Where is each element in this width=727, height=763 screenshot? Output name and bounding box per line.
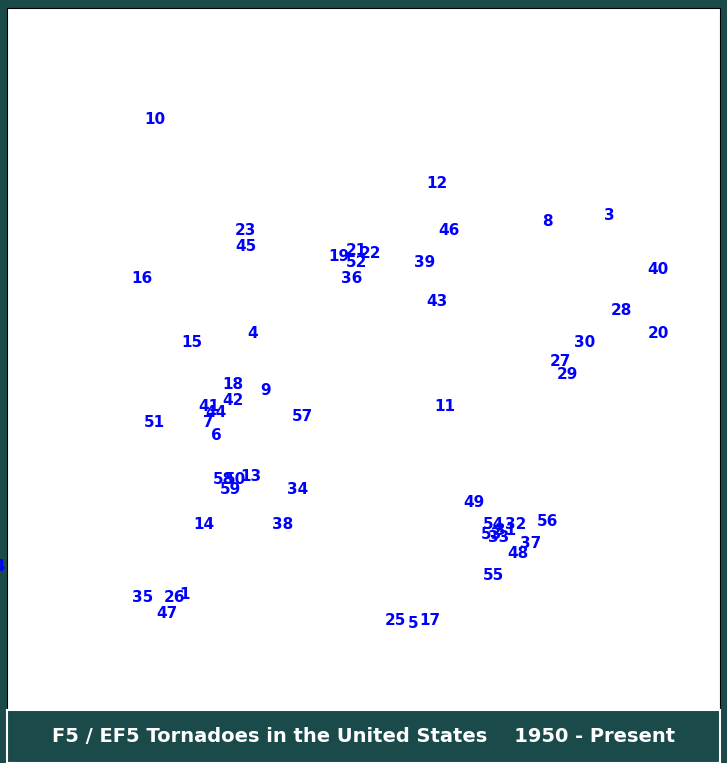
Text: 13: 13 <box>240 469 261 485</box>
Text: F5 / EF5 Tornadoes in the United States    1950 - Present: F5 / EF5 Tornadoes in the United States … <box>52 727 675 745</box>
Text: 58: 58 <box>213 472 234 488</box>
Text: 53: 53 <box>481 526 502 542</box>
Text: 33: 33 <box>488 530 509 545</box>
Text: 28: 28 <box>611 303 632 318</box>
Text: 17: 17 <box>419 613 441 628</box>
Text: 20: 20 <box>648 326 669 340</box>
Text: 11: 11 <box>434 399 455 414</box>
Text: 25: 25 <box>385 613 406 628</box>
Text: 59: 59 <box>220 482 241 497</box>
Text: 54: 54 <box>483 517 505 532</box>
Text: 49: 49 <box>463 494 485 510</box>
Text: 43: 43 <box>427 294 448 309</box>
Text: 40: 40 <box>648 262 669 277</box>
Text: 37: 37 <box>520 536 541 551</box>
Text: 50: 50 <box>225 472 246 488</box>
Text: 42: 42 <box>222 393 244 407</box>
Text: 51: 51 <box>144 415 165 430</box>
Text: 31: 31 <box>495 523 517 539</box>
Text: 38: 38 <box>272 517 293 532</box>
Text: 4: 4 <box>248 326 258 340</box>
Text: 21: 21 <box>345 243 366 258</box>
Text: 30: 30 <box>574 335 595 350</box>
Text: 55: 55 <box>483 568 505 583</box>
Text: 19: 19 <box>329 249 350 264</box>
Text: 29: 29 <box>557 367 578 382</box>
Text: 15: 15 <box>181 335 202 350</box>
Text: 47: 47 <box>156 607 177 621</box>
Text: 12: 12 <box>427 175 448 191</box>
Text: 24: 24 <box>0 559 6 574</box>
Text: 7: 7 <box>204 415 214 430</box>
Text: 52: 52 <box>345 256 367 270</box>
Text: 56: 56 <box>537 513 558 529</box>
Text: 45: 45 <box>235 240 256 254</box>
Text: 34: 34 <box>286 482 308 497</box>
Text: 6: 6 <box>211 428 222 443</box>
Text: 39: 39 <box>414 256 435 270</box>
Text: 48: 48 <box>507 546 529 561</box>
Text: 26: 26 <box>164 591 185 605</box>
Text: 32: 32 <box>505 517 526 532</box>
Text: 14: 14 <box>193 517 214 532</box>
Text: 3: 3 <box>604 208 614 223</box>
Text: 5: 5 <box>407 616 418 631</box>
Text: 36: 36 <box>340 272 362 286</box>
Text: 18: 18 <box>222 377 244 391</box>
Text: 22: 22 <box>360 246 382 261</box>
Text: 8: 8 <box>542 214 553 229</box>
Text: 27: 27 <box>550 354 571 369</box>
Text: 57: 57 <box>292 408 313 423</box>
Text: 23: 23 <box>235 224 256 239</box>
Text: 44: 44 <box>206 405 227 420</box>
Text: 35: 35 <box>132 591 153 605</box>
Text: 46: 46 <box>439 224 460 239</box>
Text: 1: 1 <box>179 588 190 602</box>
Text: 41: 41 <box>198 399 220 414</box>
Text: 16: 16 <box>132 272 153 286</box>
Text: 10: 10 <box>144 112 165 127</box>
Text: 9: 9 <box>260 383 270 398</box>
